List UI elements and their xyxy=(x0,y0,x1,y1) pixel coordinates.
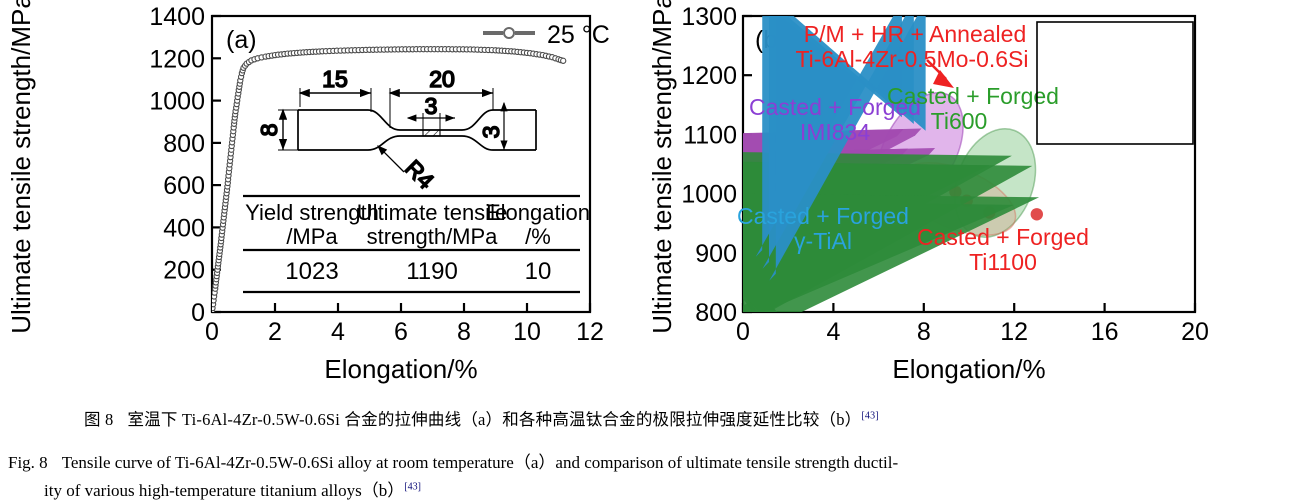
panel-b-strength-ductility-map: (b) 800 900 1000 1100 1200 1300 xyxy=(645,0,1295,400)
ourwork-arrow-icon xyxy=(926,59,954,88)
table-header-elongation-l2: /% xyxy=(525,224,551,249)
specimen-dim-8: 8 xyxy=(256,124,282,137)
figure-row: (a) 0 200 400 600 800 xyxy=(0,0,1295,400)
open-circle-marker-icon xyxy=(503,27,515,39)
gtial-cluster-label-line1: Casted + Forged xyxy=(737,203,909,229)
ourwork-annotation-line1: P/M + HR + Annealed xyxy=(804,21,1026,47)
figure-caption: 图 8 室温下 Ti-6Al-4Zr-0.5W-0.6Si 合金的拉伸曲线（a）和… xyxy=(0,400,1295,502)
panel-a-ytick-1400: 1400 xyxy=(149,3,205,31)
ti600-cluster-label-line1: Casted + Forged xyxy=(887,83,1059,109)
caption-english-lead: Fig. 8 xyxy=(8,453,48,472)
ti1100-cluster-label-line2: Ti1100 xyxy=(969,249,1037,275)
panel-b-ytick-1100: 1100 xyxy=(683,121,737,149)
caption-english-line2: ity of various high-temperature titanium… xyxy=(44,476,421,501)
imi834-cluster-label-line2: IMI834 xyxy=(800,119,871,145)
panel-b-ytick-1300: 1300 xyxy=(681,3,737,31)
panel-b-ytick-1200: 1200 xyxy=(681,62,737,90)
panel-b-xtick-20: 20 xyxy=(1181,318,1209,346)
panel-a-tensile-curve: (a) 0 200 400 600 800 xyxy=(0,0,655,400)
panel-b-ytick-1000: 1000 xyxy=(681,181,737,209)
panel-a-xtick-0: 0 xyxy=(205,318,219,346)
panel-b-xtick-8: 8 xyxy=(917,318,931,346)
table-header-yield-strength-l2: /MPa xyxy=(286,224,338,249)
panel-b-xtick-4: 4 xyxy=(826,318,840,346)
panel-a-ytick-1200: 1200 xyxy=(149,45,205,73)
specimen-dim-20: 20 xyxy=(429,66,455,92)
panel-a-xtick-10: 10 xyxy=(513,318,541,346)
caption-english-line1: Fig. 8 Tensile curve of Ti-6Al-4Zr-0.5W-0… xyxy=(8,448,898,473)
table-header-elongation-l1: Elongation xyxy=(486,200,590,225)
panel-a-results-table: Yield strength /MPa Ultimate tensile str… xyxy=(243,194,590,294)
caption-chinese-ref: [43] xyxy=(861,410,879,422)
ti1100-cluster-label-line1: Casted + Forged xyxy=(917,224,1089,250)
panel-a-label: (a) xyxy=(226,26,257,54)
imi834-cluster-label-line1: Casted + Forged xyxy=(749,94,921,120)
table-cell-yield-strength: 1023 xyxy=(285,258,338,285)
data-point-tial xyxy=(769,16,926,281)
table-header-uts-l1: Ultimate tensile xyxy=(357,200,507,225)
panel-a-xtick-2: 2 xyxy=(268,318,282,346)
panel-a-plot-frame xyxy=(210,14,592,314)
panel-a-ytick-1000: 1000 xyxy=(149,88,205,116)
panel-b-y-axis-title: Ultimate tensile strength/MPa xyxy=(647,0,677,334)
caption-chinese-lead: 图 8 xyxy=(84,410,114,429)
specimen-dim-3-top: 3 xyxy=(425,93,438,119)
panel-b-xtick-12: 12 xyxy=(1000,318,1028,346)
panel-a-xtick-6: 6 xyxy=(394,318,408,346)
specimen-dim-15: 15 xyxy=(322,66,348,92)
table-header-yield-strength-l1: Yield strength xyxy=(245,200,379,225)
panel-a-ytick-600: 600 xyxy=(163,172,205,200)
table-cell-uts: 1190 xyxy=(406,258,458,285)
panel-a-legend-label: 25 °C xyxy=(547,21,610,49)
curve-marker xyxy=(560,57,567,64)
panel-a-ytick-800: 800 xyxy=(163,130,205,158)
data-point-ti1100 xyxy=(1030,208,1043,221)
table-cell-elongation: 10 xyxy=(525,258,552,285)
panel-a-ytick-200: 200 xyxy=(163,257,205,285)
caption-english-ref: [43] xyxy=(404,481,421,493)
panel-b-legend xyxy=(1036,21,1194,145)
panel-a-y-axis-title: Ultimate tensile strength/MPa xyxy=(6,0,36,334)
ti600-cluster-label-line2: Ti600 xyxy=(931,108,988,134)
panel-b-ytick-900: 900 xyxy=(695,240,737,268)
panel-b-x-axis-title: Elongation/% xyxy=(892,354,1045,384)
panel-a-xtick-12: 12 xyxy=(576,318,604,346)
specimen-dim-3-right: 3 xyxy=(478,126,504,139)
panel-b-xtick-16: 16 xyxy=(1091,318,1119,346)
caption-english-text2: ity of various high-temperature titanium… xyxy=(44,481,405,500)
data-point-ti600 xyxy=(743,193,1040,312)
panel-a-xtick-8: 8 xyxy=(457,318,471,346)
panel-a-curve-series xyxy=(212,46,567,312)
table-header-uts-l2: strength/MPa xyxy=(367,224,499,249)
panel-a-xtick-4: 4 xyxy=(331,318,345,346)
caption-chinese: 图 8 室温下 Ti-6Al-4Zr-0.5W-0.6Si 合金的拉伸曲线（a）和… xyxy=(84,406,879,430)
ourwork-annotation-line2: Ti-6Al-4Zr-0.5Mo-0.6Si xyxy=(795,46,1028,72)
caption-chinese-text: 室温下 Ti-6Al-4Zr-0.5W-0.6Si 合金的拉伸曲线（a）和各种高… xyxy=(127,410,862,429)
panel-a-x-axis-title: Elongation/% xyxy=(324,354,477,384)
caption-english-text1: Tensile curve of Ti-6Al-4Zr-0.5W-0.6Si a… xyxy=(61,453,899,472)
panel-b-data-points xyxy=(743,16,1043,312)
panel-b-ytick-800: 800 xyxy=(695,299,737,327)
panel-b-xtick-0: 0 xyxy=(736,318,750,346)
panel-a-ytick-0: 0 xyxy=(191,299,205,327)
gtial-cluster-label-line2: γ-TiAl xyxy=(794,228,852,254)
panel-a-legend: 25 °C xyxy=(483,21,610,49)
panel-a-ytick-400: 400 xyxy=(163,214,205,242)
